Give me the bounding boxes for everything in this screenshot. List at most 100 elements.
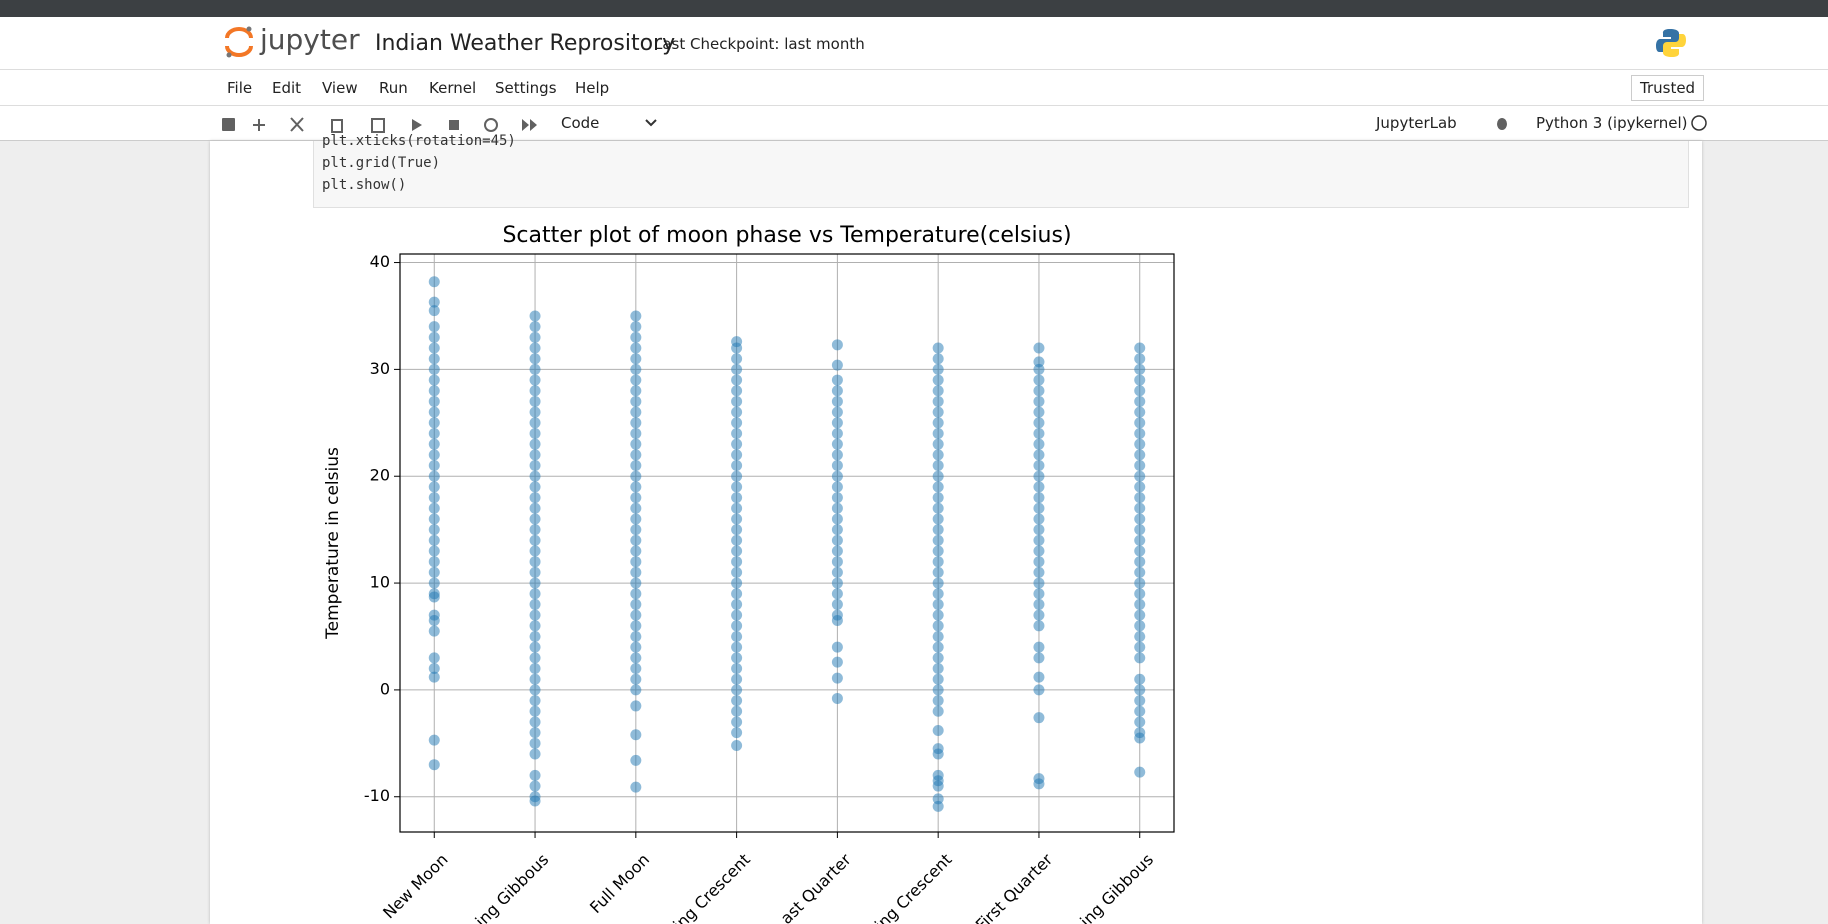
scatter-point [932,641,944,653]
menu-item[interactable]: View [322,79,358,97]
jupyterlab-link[interactable]: JupyterLab [1376,114,1457,132]
scatter-point [630,754,642,766]
scatter-point [932,385,944,397]
scatter-point [428,566,440,578]
scatter-point [1134,513,1146,525]
menu-item[interactable]: Help [575,79,610,97]
scatter-point [1033,385,1045,397]
scatter-point [731,374,743,386]
scatter-point [731,695,743,707]
scatter-point [1033,598,1045,610]
dropdown-caret [645,119,657,127]
scatter-point [529,695,541,707]
scatter-point [1134,566,1146,578]
scatter-point [932,481,944,493]
scatter-point [428,385,440,397]
scatter-point [630,385,642,397]
scatter-point [932,374,944,386]
menu-item[interactable]: Settings [495,79,557,97]
scatter-point [932,502,944,514]
scatter-point [831,406,843,418]
y-tick-label: -10 [364,786,390,805]
scatter-point [529,385,541,397]
scatter-point [1134,417,1146,429]
scatter-point [630,374,642,386]
scatter-point [1134,684,1146,696]
menu-item[interactable]: Run [379,79,408,97]
scatter-point [932,363,944,375]
scatter-point [731,342,743,354]
scatter-point [1134,492,1146,504]
scatter-point [1033,417,1045,429]
scatter-point [932,630,944,642]
scatter-point [630,556,642,568]
scatter-point [932,342,944,354]
scatter-point [1033,481,1045,493]
menu-item[interactable]: File [227,79,253,97]
scatter-point [1033,470,1045,482]
scatter-point [1033,545,1045,557]
scatter-point [1033,671,1045,683]
scatter-point [1134,385,1146,397]
scatter-point [831,566,843,578]
scatter-point [529,449,541,461]
kernel-name[interactable]: Python 3 (ipykernel) [1536,114,1688,132]
scatter-point [428,296,440,308]
scatter-point [731,524,743,536]
scatter-point [731,534,743,546]
scatter-point [831,692,843,704]
scatter-point [932,427,944,439]
scatter-point [630,449,642,461]
scatter-point [932,417,944,429]
menu-item[interactable]: Edit [272,79,302,97]
logo-text: jupyter [260,23,360,56]
scatter-point [630,641,642,653]
scatter-point [1134,695,1146,707]
scatter-point [1134,395,1146,407]
scatter-point [932,545,944,557]
scatter-point [1033,513,1045,525]
x-tick-label: New Moon [379,850,451,922]
scatter-point [529,502,541,514]
scatter-point [932,780,944,792]
cell-type-select[interactable]: Code [561,114,600,132]
scatter-point [529,620,541,632]
scatter-point [428,591,440,603]
x-tick-label: ing Crescent [669,850,753,924]
scatter-point [529,588,541,600]
scatter-point [529,609,541,621]
scatter-point [630,700,642,712]
code-cell: plt.xticks(rotation=45) plt.grid(True) plt… [313,133,1689,208]
trusted-indicator[interactable]: Trusted [1631,75,1705,101]
scatter-point [1033,577,1045,589]
scatter-point [630,502,642,514]
scatter-point [630,609,642,621]
scatter-point [932,620,944,632]
scatter-point [630,395,642,407]
scatter-point [731,663,743,675]
y-axis-label: Temperature in celsius [323,447,343,640]
scatter-point [1033,566,1045,578]
scatter-point [932,449,944,461]
scatter-point [428,342,440,354]
scatter-point [932,725,944,737]
scatter-point [731,438,743,450]
scatter-point [1033,641,1045,653]
scatter-point [428,353,440,365]
x-tick-label: ing Gibbous [472,850,553,924]
scatter-point [428,513,440,525]
scatter-point [1134,427,1146,439]
scatter-point [529,460,541,472]
scatter-point [630,310,642,322]
scatter-point [831,359,843,371]
menu-item[interactable]: Kernel [429,79,477,97]
scatter-point [932,609,944,621]
scatter-point [529,795,541,807]
scatter-point [731,513,743,525]
scatter-point [529,331,541,343]
notebook-title[interactable]: Indian Weather Reprository [375,31,676,56]
scatter-point [831,502,843,514]
scatter-point [428,556,440,568]
